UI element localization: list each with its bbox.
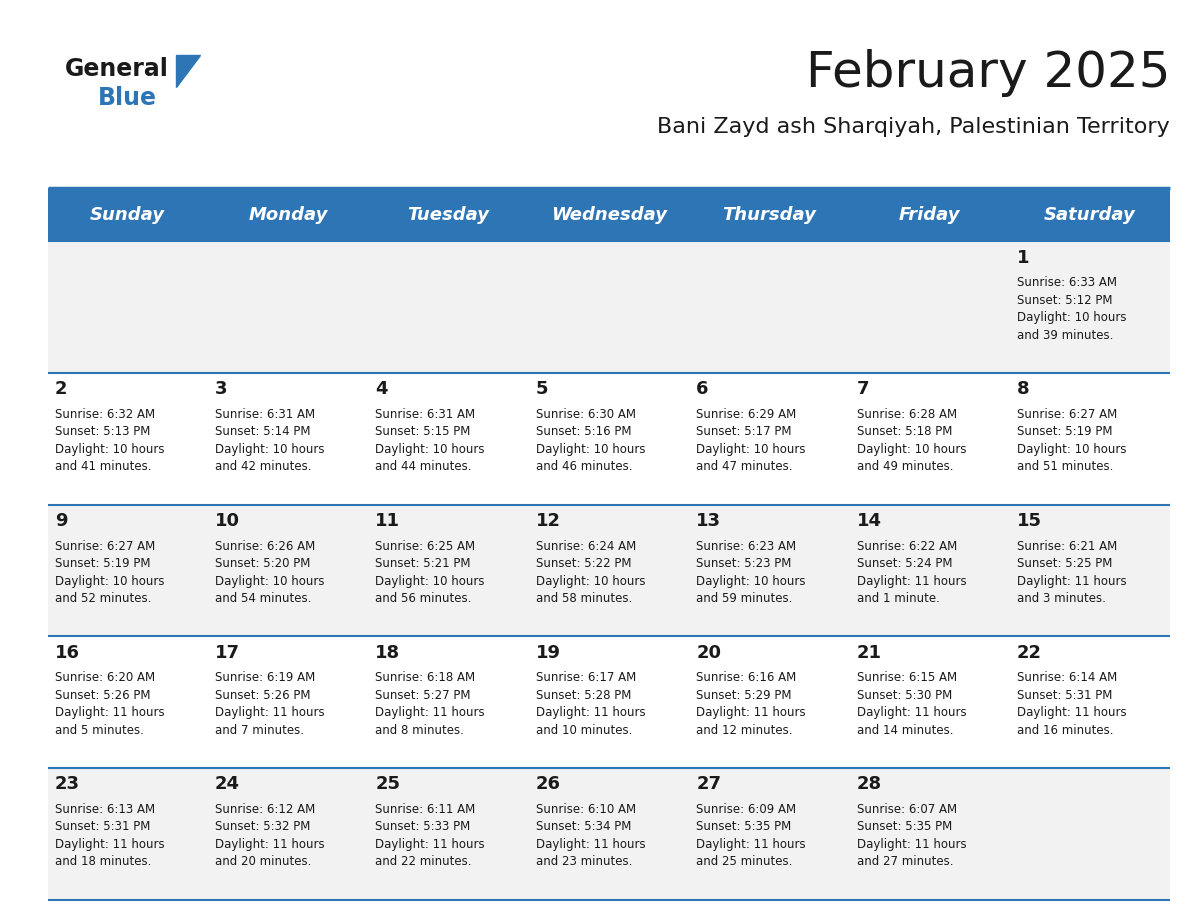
Text: February 2025: February 2025 [805,50,1170,97]
Text: 6: 6 [696,380,709,398]
Bar [48,505,1170,636]
Text: Sunrise: 6:09 AM
Sunset: 5:35 PM
Daylight: 11 hours
and 25 minutes.: Sunrise: 6:09 AM Sunset: 5:35 PM Dayligh… [696,803,805,868]
Text: Sunrise: 6:10 AM
Sunset: 5:34 PM
Daylight: 11 hours
and 23 minutes.: Sunrise: 6:10 AM Sunset: 5:34 PM Dayligh… [536,803,645,868]
Text: Sunrise: 6:23 AM
Sunset: 5:23 PM
Daylight: 10 hours
and 59 minutes.: Sunrise: 6:23 AM Sunset: 5:23 PM Dayligh… [696,540,805,605]
Text: Friday: Friday [899,206,960,224]
Text: Sunrise: 6:26 AM
Sunset: 5:20 PM
Daylight: 10 hours
and 54 minutes.: Sunrise: 6:26 AM Sunset: 5:20 PM Dayligh… [215,540,324,605]
Text: 28: 28 [857,776,881,793]
Text: Sunrise: 6:28 AM
Sunset: 5:18 PM
Daylight: 10 hours
and 49 minutes.: Sunrise: 6:28 AM Sunset: 5:18 PM Dayligh… [857,408,966,474]
Text: Sunrise: 6:25 AM
Sunset: 5:21 PM
Daylight: 10 hours
and 56 minutes.: Sunrise: 6:25 AM Sunset: 5:21 PM Dayligh… [375,540,485,605]
Text: Sunrise: 6:27 AM
Sunset: 5:19 PM
Daylight: 10 hours
and 52 minutes.: Sunrise: 6:27 AM Sunset: 5:19 PM Dayligh… [55,540,164,605]
Text: Sunrise: 6:12 AM
Sunset: 5:32 PM
Daylight: 11 hours
and 20 minutes.: Sunrise: 6:12 AM Sunset: 5:32 PM Dayligh… [215,803,324,868]
Text: 17: 17 [215,644,240,662]
Bar [368,188,529,241]
Text: 10: 10 [215,512,240,530]
Text: 7: 7 [857,380,870,398]
Text: 9: 9 [55,512,68,530]
Bar [1010,188,1170,241]
Text: 22: 22 [1017,644,1042,662]
Text: 2: 2 [55,380,68,398]
Text: Sunrise: 6:29 AM
Sunset: 5:17 PM
Daylight: 10 hours
and 47 minutes.: Sunrise: 6:29 AM Sunset: 5:17 PM Dayligh… [696,408,805,474]
Text: 23: 23 [55,776,80,793]
Text: 26: 26 [536,776,561,793]
Text: 18: 18 [375,644,400,662]
Text: Sunrise: 6:15 AM
Sunset: 5:30 PM
Daylight: 11 hours
and 14 minutes.: Sunrise: 6:15 AM Sunset: 5:30 PM Dayligh… [857,671,966,737]
Text: 1: 1 [1017,249,1030,267]
Text: Sunrise: 6:31 AM
Sunset: 5:14 PM
Daylight: 10 hours
and 42 minutes.: Sunrise: 6:31 AM Sunset: 5:14 PM Dayligh… [215,408,324,474]
Bar [48,768,1170,900]
Text: Sunrise: 6:32 AM
Sunset: 5:13 PM
Daylight: 10 hours
and 41 minutes.: Sunrise: 6:32 AM Sunset: 5:13 PM Dayligh… [55,408,164,474]
Text: Sunrise: 6:24 AM
Sunset: 5:22 PM
Daylight: 10 hours
and 58 minutes.: Sunrise: 6:24 AM Sunset: 5:22 PM Dayligh… [536,540,645,605]
Text: 27: 27 [696,776,721,793]
Text: Sunrise: 6:17 AM
Sunset: 5:28 PM
Daylight: 11 hours
and 10 minutes.: Sunrise: 6:17 AM Sunset: 5:28 PM Dayligh… [536,671,645,737]
Polygon shape [176,55,200,87]
Text: Sunrise: 6:33 AM
Sunset: 5:12 PM
Daylight: 10 hours
and 39 minutes.: Sunrise: 6:33 AM Sunset: 5:12 PM Dayligh… [1017,276,1126,341]
Text: 15: 15 [1017,512,1042,530]
Text: Sunrise: 6:13 AM
Sunset: 5:31 PM
Daylight: 11 hours
and 18 minutes.: Sunrise: 6:13 AM Sunset: 5:31 PM Dayligh… [55,803,164,868]
Text: Monday: Monday [248,206,328,224]
Text: 4: 4 [375,380,388,398]
Text: Sunday: Sunday [90,206,165,224]
Text: Sunrise: 6:18 AM
Sunset: 5:27 PM
Daylight: 11 hours
and 8 minutes.: Sunrise: 6:18 AM Sunset: 5:27 PM Dayligh… [375,671,485,737]
Text: 13: 13 [696,512,721,530]
Text: General: General [65,57,169,81]
Text: Tuesday: Tuesday [407,206,489,224]
Text: Sunrise: 6:19 AM
Sunset: 5:26 PM
Daylight: 11 hours
and 7 minutes.: Sunrise: 6:19 AM Sunset: 5:26 PM Dayligh… [215,671,324,737]
Text: 19: 19 [536,644,561,662]
Text: Sunrise: 6:11 AM
Sunset: 5:33 PM
Daylight: 11 hours
and 22 minutes.: Sunrise: 6:11 AM Sunset: 5:33 PM Dayligh… [375,803,485,868]
Text: Sunrise: 6:22 AM
Sunset: 5:24 PM
Daylight: 11 hours
and 1 minute.: Sunrise: 6:22 AM Sunset: 5:24 PM Dayligh… [857,540,966,605]
Text: Saturday: Saturday [1044,206,1136,224]
Text: Sunrise: 6:20 AM
Sunset: 5:26 PM
Daylight: 11 hours
and 5 minutes.: Sunrise: 6:20 AM Sunset: 5:26 PM Dayligh… [55,671,164,737]
Text: 24: 24 [215,776,240,793]
Text: Bani Zayd ash Sharqiyah, Palestinian Territory: Bani Zayd ash Sharqiyah, Palestinian Ter… [657,117,1170,137]
Text: 25: 25 [375,776,400,793]
Bar [529,188,689,241]
Text: 3: 3 [215,380,228,398]
Text: 20: 20 [696,644,721,662]
Text: 5: 5 [536,380,549,398]
Text: 16: 16 [55,644,80,662]
Text: 8: 8 [1017,380,1030,398]
Bar [48,373,1170,505]
Text: Sunrise: 6:21 AM
Sunset: 5:25 PM
Daylight: 11 hours
and 3 minutes.: Sunrise: 6:21 AM Sunset: 5:25 PM Dayligh… [1017,540,1126,605]
Text: Thursday: Thursday [722,206,816,224]
Text: 12: 12 [536,512,561,530]
Text: Wednesday: Wednesday [551,206,666,224]
Bar [48,188,208,241]
Text: 11: 11 [375,512,400,530]
Bar [208,188,368,241]
Text: Sunrise: 6:14 AM
Sunset: 5:31 PM
Daylight: 11 hours
and 16 minutes.: Sunrise: 6:14 AM Sunset: 5:31 PM Dayligh… [1017,671,1126,737]
Text: 21: 21 [857,644,881,662]
Bar [48,636,1170,768]
Bar [48,241,1170,373]
Text: Sunrise: 6:30 AM
Sunset: 5:16 PM
Daylight: 10 hours
and 46 minutes.: Sunrise: 6:30 AM Sunset: 5:16 PM Dayligh… [536,408,645,474]
Text: Blue: Blue [97,86,157,110]
Bar [849,188,1010,241]
Bar [689,188,849,241]
Text: Sunrise: 6:16 AM
Sunset: 5:29 PM
Daylight: 11 hours
and 12 minutes.: Sunrise: 6:16 AM Sunset: 5:29 PM Dayligh… [696,671,805,737]
Text: 14: 14 [857,512,881,530]
Text: Sunrise: 6:27 AM
Sunset: 5:19 PM
Daylight: 10 hours
and 51 minutes.: Sunrise: 6:27 AM Sunset: 5:19 PM Dayligh… [1017,408,1126,474]
Text: Sunrise: 6:31 AM
Sunset: 5:15 PM
Daylight: 10 hours
and 44 minutes.: Sunrise: 6:31 AM Sunset: 5:15 PM Dayligh… [375,408,485,474]
Text: Sunrise: 6:07 AM
Sunset: 5:35 PM
Daylight: 11 hours
and 27 minutes.: Sunrise: 6:07 AM Sunset: 5:35 PM Dayligh… [857,803,966,868]
